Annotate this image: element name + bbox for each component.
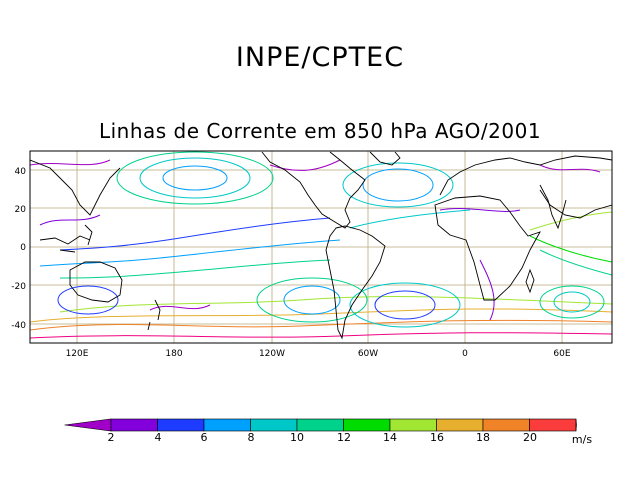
streamline <box>529 211 612 231</box>
colorbar-segment <box>203 418 251 432</box>
colorbar-segment <box>529 418 577 432</box>
streamline <box>30 159 111 166</box>
colorbar-max-arrow <box>575 418 577 432</box>
colorbar-label: 20 <box>523 431 537 444</box>
streamline <box>539 164 601 173</box>
coastline-europe <box>439 155 612 196</box>
coastline-south-america <box>325 225 386 340</box>
latitude-axis: 40 20 0 -20 -40 <box>11 167 26 331</box>
lat-tick-label: -20 <box>11 282 26 292</box>
streamline <box>479 259 495 321</box>
coastline-madagascar <box>525 268 535 294</box>
streamline <box>30 319 612 331</box>
streamline <box>256 277 368 323</box>
streamline <box>349 282 461 328</box>
lat-tick-label: 20 <box>15 205 27 215</box>
lat-tick-label: 40 <box>15 167 27 177</box>
streamline <box>439 208 521 212</box>
colorbar-label: 18 <box>476 431 490 444</box>
coastline-asia <box>539 189 612 219</box>
lon-tick-label: 60W <box>358 349 378 359</box>
coastline-east-asia <box>30 159 121 216</box>
longitude-axis: 120E 180 120W 60W 0 60E <box>66 349 571 359</box>
coastline-maritime <box>39 224 93 253</box>
colorbar <box>64 418 577 432</box>
colorbar-label: 2 <box>108 431 115 444</box>
lon-tick-label: 120E <box>66 349 89 359</box>
coastline-north-america <box>261 151 366 229</box>
streamline <box>349 209 471 229</box>
streamline <box>529 235 612 263</box>
streamline <box>30 332 612 339</box>
streamline <box>149 304 211 311</box>
streamlines <box>30 151 612 339</box>
streamline <box>342 162 454 208</box>
lon-tick-label: 120W <box>259 349 285 359</box>
colorbar-units: m/s <box>572 433 592 446</box>
colorbar-label: 16 <box>430 431 444 444</box>
map-subtitle: Linhas de Corrente em 850 hPa AGO/2001 <box>98 119 542 143</box>
lon-tick-label: 60E <box>553 349 570 359</box>
colorbar-label: 14 <box>383 431 397 444</box>
colorbar-labels: 2 4 6 8 10 12 14 16 18 20 m/s <box>108 431 593 446</box>
streamline <box>553 291 591 313</box>
lon-tick-label: 180 <box>165 349 182 359</box>
streamline <box>362 168 434 202</box>
streamline <box>539 285 605 319</box>
streamline <box>116 151 274 205</box>
coastline-australia <box>69 261 123 303</box>
colorbar-segment <box>436 418 484 432</box>
coastline-india <box>539 184 567 230</box>
colorbar-label: 4 <box>155 431 162 444</box>
streamline <box>162 165 228 191</box>
streamline <box>39 214 101 226</box>
streamline <box>57 285 119 315</box>
page-title: INPE/CPTEC <box>235 42 405 73</box>
streamline <box>59 217 331 251</box>
streamline <box>30 308 612 323</box>
streamline <box>269 159 341 171</box>
map-frame <box>29 150 613 344</box>
streamline <box>374 290 436 320</box>
streamline <box>283 285 341 315</box>
coastline-africa <box>434 195 541 301</box>
streamline <box>59 296 612 313</box>
colorbar-min-arrow <box>64 418 112 432</box>
colorbar-label: 8 <box>248 431 255 444</box>
colorbar-segment <box>250 418 298 432</box>
colorbar-segment <box>296 418 344 432</box>
coastline-new-zealand <box>147 299 161 331</box>
lon-tick-label: 0 <box>462 349 468 359</box>
map-gridlines <box>30 151 612 343</box>
colorbar-segment <box>482 418 530 432</box>
colorbar-segment <box>389 418 437 432</box>
coastline-greenland <box>369 151 401 166</box>
lat-tick-label: -40 <box>11 321 26 331</box>
colorbar-label: 12 <box>337 431 351 444</box>
lat-tick-label: 0 <box>20 243 26 253</box>
colorbar-label: 10 <box>290 431 304 444</box>
streamline <box>59 259 331 279</box>
streamline <box>539 249 612 276</box>
colorbar-segment <box>110 418 158 432</box>
colorbar-segment <box>157 418 205 432</box>
coastlines <box>30 151 612 340</box>
colorbar-segment <box>343 418 391 432</box>
streamline <box>139 157 251 199</box>
colorbar-label: 6 <box>201 431 208 444</box>
